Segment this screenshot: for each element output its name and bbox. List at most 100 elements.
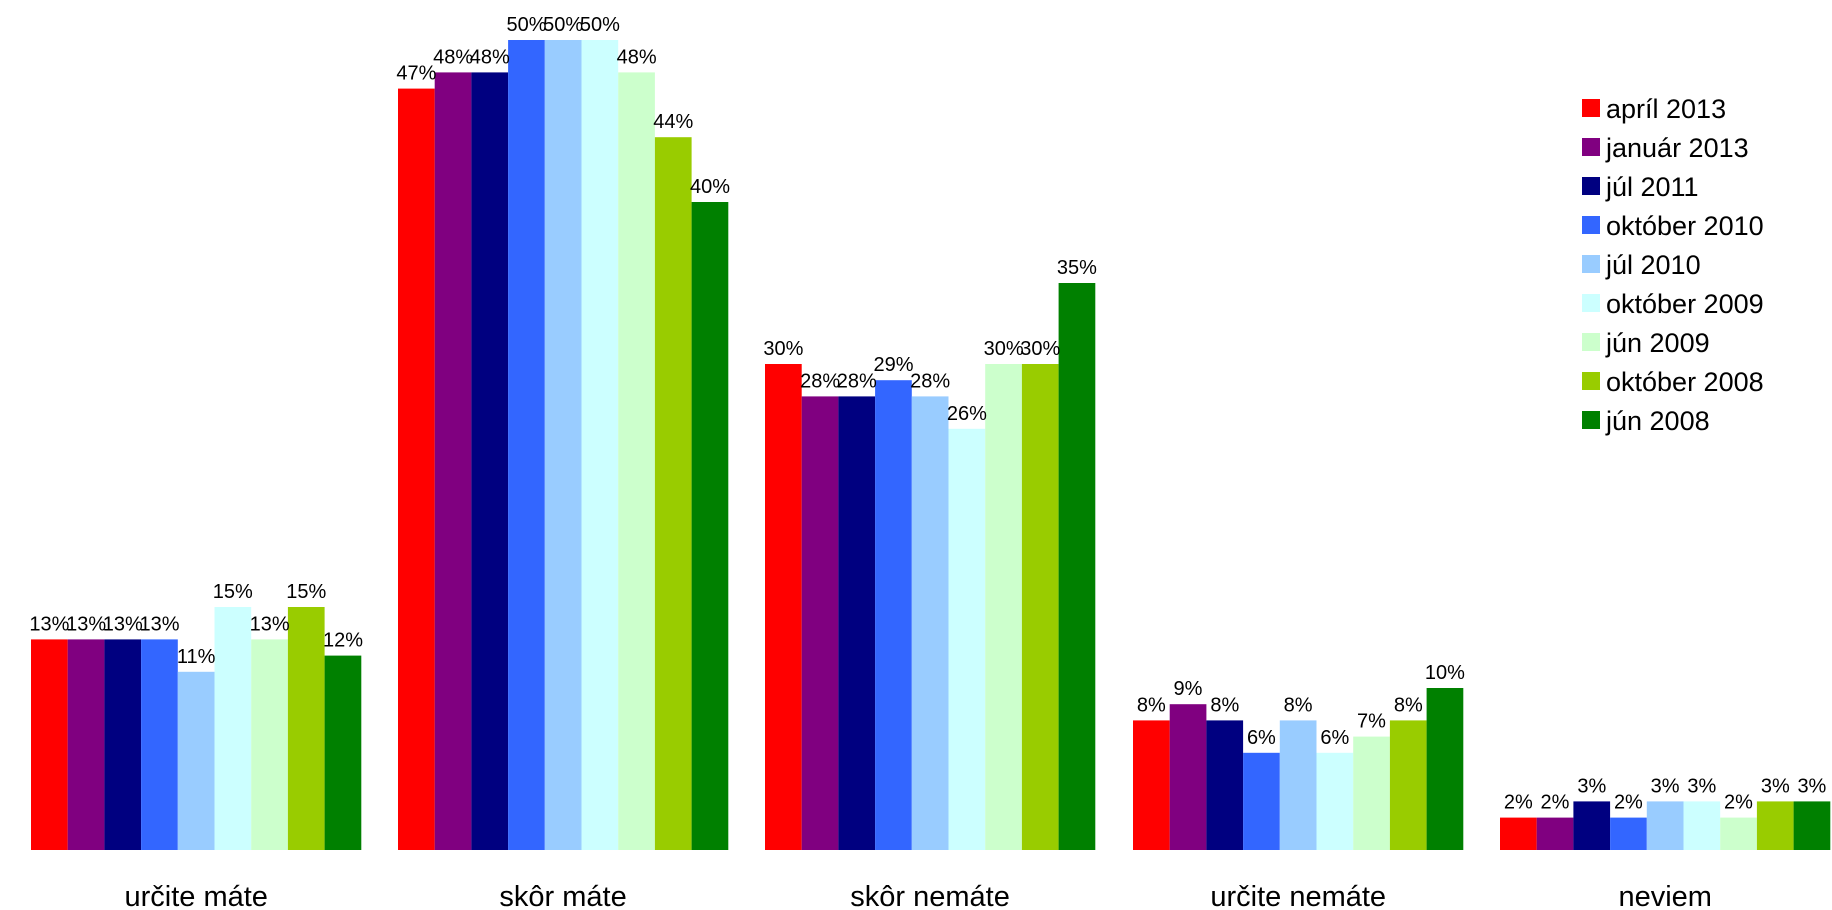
value-label-skor-mate-oktober-2010: 50% <box>506 14 546 36</box>
bar-neviem-jun-2009 <box>1720 817 1757 850</box>
legend-swatch-januar-2013 <box>1582 138 1600 156</box>
value-label-urcite-nemate-april-2013: 8% <box>1137 694 1166 716</box>
bar-urcite-mate-jun-2009 <box>251 639 288 850</box>
bar-skor-mate-oktober-2008 <box>654 137 692 850</box>
bar-skor-nemate-oktober-2009 <box>948 428 986 850</box>
value-label-urcite-mate-oktober-2008: 15% <box>286 581 326 603</box>
value-label-urcite-mate-oktober-2010: 13% <box>139 613 179 635</box>
bar-skor-mate-jun-2009 <box>618 72 655 850</box>
category-labels-layer: určite máte skôr máte skôr nemáte určite ne… <box>124 881 1711 910</box>
legend-swatch-jul-2011 <box>1582 177 1600 195</box>
legend-label-januar-2013: január 2013 <box>1605 133 1749 163</box>
bar-skor-nemate-jun-2009 <box>985 364 1022 850</box>
value-label-urcite-mate-jul-2011: 13% <box>103 613 143 635</box>
value-label-urcite-mate-jun-2008: 12% <box>323 630 363 652</box>
value-label-neviem-januar-2013: 2% <box>1541 792 1570 814</box>
legend-swatch-oktober-2009 <box>1582 294 1600 312</box>
bar-urcite-nemate-jul-2011 <box>1206 720 1244 850</box>
bar-urcite-mate-jul-2011 <box>104 639 142 850</box>
bar-skor-nemate-oktober-2010 <box>875 380 912 850</box>
legend-label-oktober-2010: október 2010 <box>1606 211 1764 241</box>
bar-skor-mate-april-2013 <box>398 88 435 851</box>
bar-urcite-nemate-april-2013 <box>1133 720 1170 850</box>
category-label-urcite-nemate: určite nemáte <box>1210 881 1386 910</box>
value-label-skor-mate-april-2013: 47% <box>396 63 436 85</box>
value-label-urcite-mate-januar-2013: 13% <box>66 613 106 635</box>
bars-layer <box>31 40 1831 851</box>
legend-swatch-jun-2008 <box>1582 411 1600 429</box>
bar-skor-mate-jul-2011 <box>471 72 509 850</box>
value-label-skor-nemate-jul-2011: 28% <box>837 370 877 392</box>
legend-swatch-oktober-2008 <box>1582 372 1600 390</box>
value-label-urcite-nemate-jun-2008: 10% <box>1425 662 1465 684</box>
category-label-urcite-mate: určite máte <box>124 881 267 910</box>
bar-skor-mate-jun-2008 <box>691 202 729 850</box>
legend-label-oktober-2008: október 2008 <box>1606 367 1764 397</box>
value-label-skor-mate-oktober-2008: 44% <box>653 111 693 133</box>
bar-neviem-oktober-2008 <box>1756 801 1794 850</box>
value-label-skor-nemate-jul-2010: 28% <box>910 370 950 392</box>
value-label-urcite-mate-oktober-2009: 15% <box>213 581 253 603</box>
value-label-neviem-jul-2011: 3% <box>1577 775 1606 797</box>
value-label-neviem-jul-2010: 3% <box>1651 775 1680 797</box>
value-label-skor-nemate-oktober-2008: 30% <box>1020 338 1060 360</box>
value-label-neviem-jun-2008: 3% <box>1797 775 1826 797</box>
value-label-neviem-april-2013: 2% <box>1504 792 1533 814</box>
bar-skor-nemate-jun-2008 <box>1058 283 1096 850</box>
value-label-skor-nemate-jun-2009: 30% <box>984 338 1024 360</box>
legend-label-april-2013: apríl 2013 <box>1606 94 1726 124</box>
value-labels-layer: 13%13%13%13%11%15%13%15%12%47%48%48%50%5… <box>29 14 1826 814</box>
legend-label-jun-2009: jún 2009 <box>1605 328 1710 358</box>
value-label-skor-nemate-oktober-2010: 29% <box>873 354 913 376</box>
bar-urcite-mate-jun-2008 <box>324 655 362 850</box>
value-label-urcite-mate-jun-2009: 13% <box>250 613 290 635</box>
bar-neviem-oktober-2010 <box>1610 817 1647 850</box>
value-label-urcite-nemate-januar-2013: 9% <box>1174 678 1203 700</box>
bar-skor-mate-oktober-2010 <box>508 40 545 850</box>
bar-urcite-mate-januar-2013 <box>67 639 105 850</box>
bar-urcite-nemate-oktober-2008 <box>1389 720 1427 850</box>
legend-swatch-jul-2010 <box>1582 255 1600 273</box>
bar-urcite-mate-jul-2010 <box>177 671 215 850</box>
value-label-skor-mate-januar-2013: 48% <box>433 46 473 68</box>
category-label-neviem: neviem <box>1618 881 1712 910</box>
bar-urcite-nemate-oktober-2009 <box>1316 752 1354 850</box>
bar-urcite-nemate-jul-2010 <box>1279 720 1317 850</box>
value-label-skor-mate-jun-2008: 40% <box>690 176 730 198</box>
bar-skor-nemate-januar-2013 <box>801 396 839 850</box>
category-label-skor-mate: skôr máte <box>499 881 626 910</box>
legend-swatch-april-2013 <box>1582 99 1600 117</box>
bar-urcite-nemate-januar-2013 <box>1169 704 1207 850</box>
bar-urcite-nemate-jun-2008 <box>1426 688 1464 850</box>
value-label-urcite-nemate-jun-2009: 7% <box>1357 711 1386 733</box>
value-label-urcite-nemate-oktober-2009: 6% <box>1320 727 1349 749</box>
value-label-skor-nemate-oktober-2009: 26% <box>947 403 987 425</box>
value-label-skor-mate-jul-2010: 50% <box>543 14 583 36</box>
legend-label-jul-2010: júl 2010 <box>1605 250 1701 280</box>
bar-skor-nemate-april-2013 <box>765 364 802 850</box>
bar-urcite-mate-oktober-2009 <box>214 607 252 850</box>
value-label-urcite-nemate-jul-2011: 8% <box>1210 694 1239 716</box>
value-label-urcite-nemate-oktober-2008: 8% <box>1394 694 1423 716</box>
value-label-neviem-jun-2009: 2% <box>1724 792 1753 814</box>
value-label-skor-nemate-januar-2013: 28% <box>800 370 840 392</box>
value-label-urcite-mate-jul-2010: 11% <box>177 646 216 668</box>
bar-skor-nemate-jul-2011 <box>838 396 876 850</box>
bar-neviem-januar-2013 <box>1536 817 1574 850</box>
value-label-skor-mate-oktober-2009: 50% <box>580 14 620 36</box>
bar-neviem-jul-2010 <box>1646 801 1684 850</box>
bar-skor-nemate-oktober-2008 <box>1021 364 1059 850</box>
bar-skor-mate-oktober-2009 <box>581 40 619 850</box>
legend: apríl 2013 január 2013 júl 2011 október 201… <box>1582 94 1764 436</box>
value-label-neviem-oktober-2008: 3% <box>1761 775 1790 797</box>
bar-neviem-jul-2011 <box>1573 801 1611 850</box>
value-label-neviem-oktober-2010: 2% <box>1614 792 1643 814</box>
bar-neviem-april-2013 <box>1500 817 1537 850</box>
value-label-urcite-mate-april-2013: 13% <box>29 613 69 635</box>
bar-neviem-oktober-2009 <box>1683 801 1721 850</box>
legend-swatch-jun-2009 <box>1582 333 1600 351</box>
bar-urcite-mate-april-2013 <box>31 639 68 850</box>
bar-urcite-mate-oktober-2010 <box>141 639 178 850</box>
bar-urcite-nemate-jun-2009 <box>1353 736 1390 850</box>
